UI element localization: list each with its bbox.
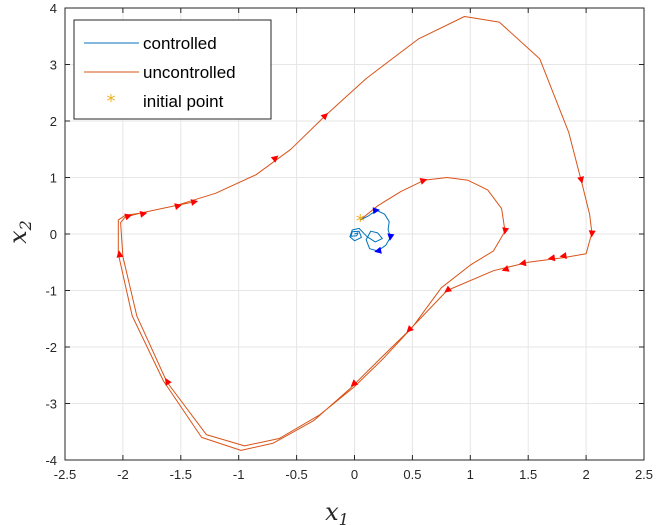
- uncontrolled-arrow: [320, 113, 329, 121]
- legend: controlled uncontrolled * initial point: [73, 19, 272, 120]
- plot-area: *: [116, 16, 596, 451]
- x-tick-label: 0: [351, 467, 358, 482]
- x-tick-label: -0.5: [285, 467, 307, 482]
- uncontrolled-arrow: [190, 199, 199, 206]
- legend-label-initial-point: initial point: [143, 92, 224, 111]
- legend-marker-initial-point: *: [107, 91, 116, 112]
- y-tick-label: 0: [50, 227, 57, 242]
- uncontrolled-arrow: [124, 213, 132, 221]
- x-tick-label: 1: [467, 467, 474, 482]
- controlled-trajectory: [349, 209, 391, 252]
- y-tick-label: -4: [45, 453, 57, 468]
- uncontrolled-arrow: [501, 265, 510, 272]
- legend-label-controlled: controlled: [143, 34, 217, 53]
- y-tick-label: -2: [45, 340, 57, 355]
- y-tick-label: 2: [50, 114, 57, 129]
- uncontrolled-arrow: [577, 176, 584, 184]
- uncontrolled-arrow: [174, 203, 182, 210]
- legend-box: [73, 19, 272, 120]
- uncontrolled-arrow: [444, 285, 452, 293]
- initial-point-marker: *: [356, 211, 365, 232]
- y-tick-label: 4: [50, 1, 57, 16]
- uncontrolled-arrow: [116, 250, 124, 258]
- x-tick-label: 0.5: [403, 467, 421, 482]
- x-axis-label: x1: [325, 498, 349, 525]
- y-tick-label: 1: [50, 171, 57, 186]
- y-tick-label: -3: [45, 397, 57, 412]
- ticks: -2.5 -2 -1.5 -1 -0.5 0 0.5 1 1.5 2 2.5 -4 -3 -2 -1 0 1 2 3…: [45, 1, 653, 482]
- uncontrolled-arrow: [547, 254, 556, 262]
- y-tick-label: -1: [45, 284, 57, 299]
- uncontrolled-arrow: [519, 259, 527, 267]
- controlled-arrow: [387, 233, 395, 241]
- x-tick-label: 2.5: [635, 467, 653, 482]
- x-tick-label: -1: [233, 467, 245, 482]
- legend-label-uncontrolled: uncontrolled: [143, 63, 236, 82]
- controlled-arrow: [372, 207, 380, 215]
- controlled-arrow: [374, 246, 382, 254]
- x-tick-label: -2: [117, 467, 129, 482]
- uncontrolled-arrow: [419, 178, 428, 185]
- uncontrolled-arrow: [350, 379, 359, 387]
- uncontrolled-arrow: [139, 211, 148, 218]
- y-tick-label: 3: [50, 58, 57, 73]
- uncontrolled-arrow: [559, 252, 567, 259]
- uncontrolled-arrow: [502, 227, 510, 235]
- uncontrolled-arrow: [165, 377, 172, 386]
- x-tick-label: -2.5: [54, 467, 76, 482]
- uncontrolled-arrow: [406, 325, 414, 333]
- uncontrolled-arrow: [270, 155, 279, 163]
- y-axis-label: x2: [4, 220, 35, 244]
- x-tick-label: 1.5: [519, 467, 537, 482]
- uncontrolled-arrow: [588, 230, 596, 238]
- x-tick-label: -1.5: [170, 467, 192, 482]
- x-tick-label: 2: [582, 467, 589, 482]
